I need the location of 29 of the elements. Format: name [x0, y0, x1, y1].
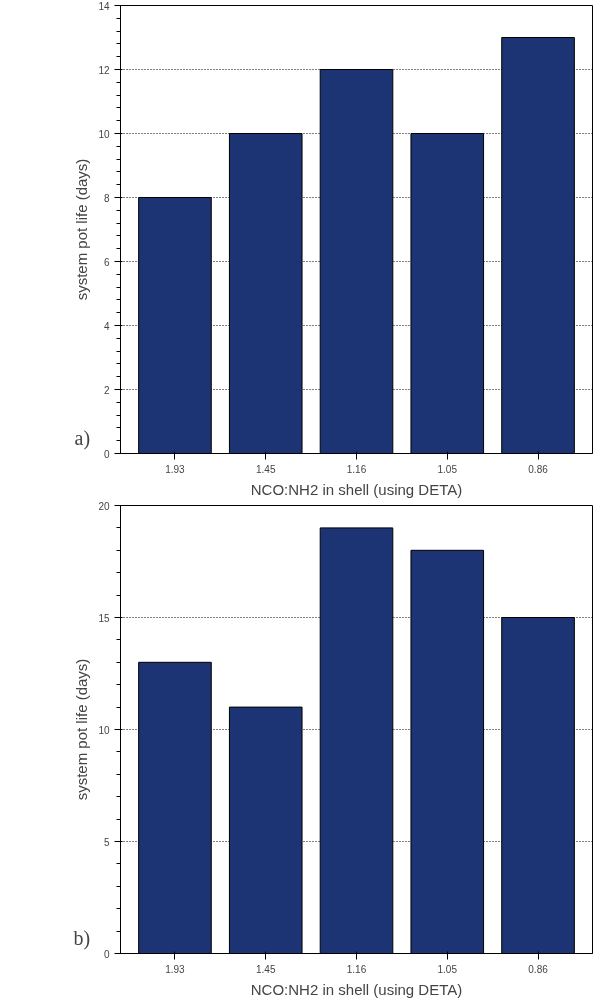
x-tick-label: 1.93: [165, 963, 186, 975]
y-tick-label: 12: [98, 64, 110, 76]
y-tick-label: 5: [103, 836, 110, 848]
y-tick-label: 10: [98, 128, 110, 140]
y-tick-label: 4: [103, 320, 110, 332]
x-tick-label: 1.16: [346, 463, 367, 475]
y-tick-label: 2: [103, 384, 110, 396]
x-tick-label: 0.86: [528, 463, 549, 475]
y-tick-label: 0: [103, 948, 110, 960]
x-axis-title: NCO:NH2 in shell (using DETA): [250, 980, 463, 998]
y-axis-title: system pot life (days): [73, 658, 91, 801]
text: a): [74, 426, 91, 450]
text: b): [73, 926, 91, 950]
x-tick-label: 1.45: [256, 963, 276, 975]
x-tick-label: 1.93: [165, 463, 186, 475]
y-tick-label: 14: [98, 0, 110, 12]
y-tick-label: 10: [98, 724, 110, 736]
y-tick-label: 0: [103, 448, 110, 460]
y-tick-label: 6: [103, 256, 110, 268]
x-tick-label: 0.86: [528, 963, 549, 975]
x-axis-title: NCO:NH2 in shell (using DETA): [250, 480, 463, 498]
x-tick-label: 1.05: [437, 463, 458, 475]
y-tick-label: 20: [98, 500, 110, 512]
x-tick-label: 1.16: [346, 963, 367, 975]
x-tick-label: 1.45: [256, 463, 276, 475]
y-tick-label: 15: [98, 612, 110, 624]
x-tick-label: 1.05: [437, 963, 458, 975]
y-tick-label: 8: [103, 192, 110, 204]
y-axis-title: system pot life (days): [73, 158, 91, 301]
